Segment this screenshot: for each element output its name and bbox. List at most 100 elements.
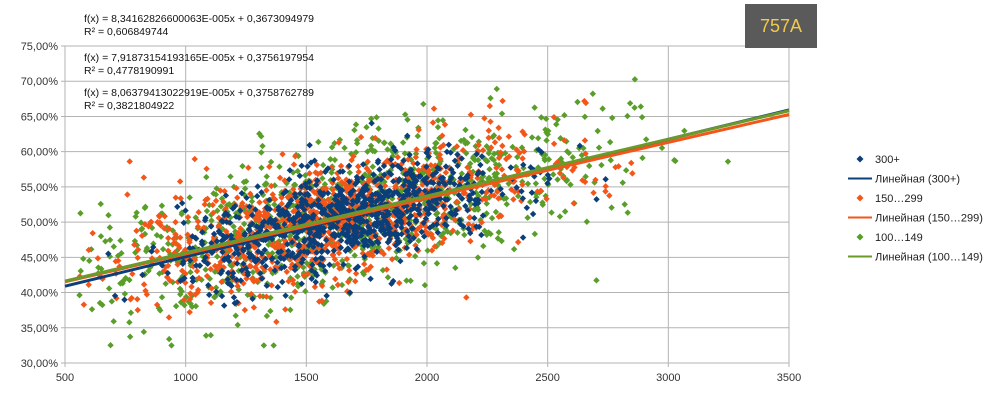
data-point [560,174,567,181]
data-point [449,169,457,176]
data-point [312,255,319,263]
data-point [317,169,325,177]
data-point [329,231,336,239]
data-points [76,76,732,349]
data-point [339,195,346,202]
data-point [199,229,206,236]
data-point [360,199,367,206]
data-point [162,280,169,287]
data-point [441,121,449,128]
data-point [435,154,442,161]
data-point [139,271,146,279]
data-point [345,234,353,242]
data-point [467,237,474,245]
data-point [235,286,242,293]
data-point [381,171,388,178]
data-point [207,266,214,273]
data-point [412,150,420,157]
data-point [407,277,414,285]
data-point [322,210,329,218]
data-point [263,312,271,320]
data-point [258,223,265,230]
data-point [449,227,457,234]
data-point [460,223,467,230]
data-point [380,162,388,170]
data-point [111,292,119,299]
data-point [313,226,321,233]
data-point [410,171,417,179]
data-point [319,278,326,285]
data-point [514,153,521,161]
data-point [495,124,502,131]
data-point [387,140,394,147]
data-point [591,179,598,186]
data-point [437,195,444,203]
data-point [598,161,605,169]
data-point [453,198,461,205]
data-point [268,282,275,289]
data-point [225,253,232,261]
data-point [278,200,285,207]
data-point [279,150,286,158]
data-point [249,268,257,276]
data-point [271,267,279,274]
data-point [243,194,250,201]
data-point [263,282,270,289]
data-point [412,154,420,161]
y-tick-label: 60,00% [21,147,59,159]
data-point [369,191,376,199]
data-point [394,153,401,161]
data-point [397,209,405,217]
data-point [420,260,428,267]
data-point [308,275,315,282]
data-point [187,269,194,276]
data-point [336,265,343,272]
trendline-r-squared: R² = 0,3821804922 [84,100,174,112]
data-point [309,261,316,269]
data-point [318,208,326,216]
data-point [334,218,341,225]
data-point [329,284,336,291]
data-point [95,264,102,271]
data-point [488,155,495,162]
data-point [569,167,576,174]
data-point [143,291,151,298]
data-point [250,278,257,285]
data-point [298,259,305,266]
trendline-r-squared: R² = 0,606849744 [84,26,169,38]
data-point [513,166,520,174]
data-point [376,235,383,242]
data-point [187,300,194,307]
data-point [410,205,417,212]
data-point [322,168,329,176]
data-point [475,192,482,200]
data-point [170,235,178,242]
data-point [377,193,384,200]
data-point [247,263,255,270]
data-point [344,245,352,252]
data-point [471,201,479,208]
data-point [393,234,401,242]
data-point [126,333,134,340]
data-point [546,175,553,182]
data-point [303,248,311,256]
data-point [184,231,191,238]
data-point [495,229,502,236]
data-point [416,187,423,194]
data-point [283,180,290,187]
data-point [322,236,330,244]
data-point [478,231,485,239]
data-point [631,76,639,83]
data-point [193,262,200,269]
data-point [153,301,161,309]
data-point [403,208,411,215]
data-point [240,220,248,228]
data-point [193,267,201,275]
data-point [232,231,239,238]
data-point [241,262,249,270]
trendline-formula: f(x) = 7,91873154193165E-005x + 0,375619… [84,52,314,64]
data-point [208,285,215,292]
data-point [333,224,340,231]
data-point [483,231,490,238]
data-point [474,196,481,204]
